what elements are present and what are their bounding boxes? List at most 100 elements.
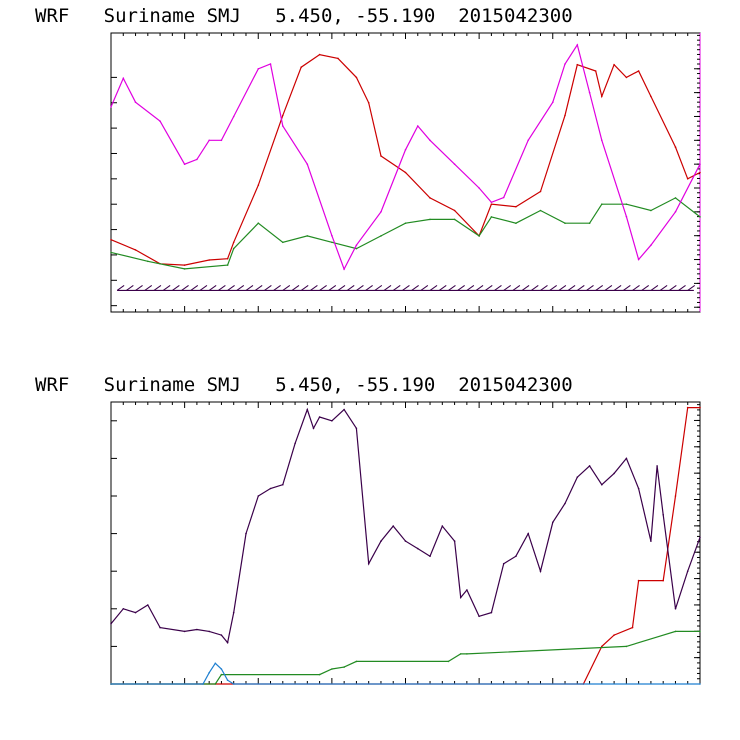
wind-barb (116, 285, 125, 291)
series-point (355, 76, 358, 79)
wind-barb (475, 285, 484, 291)
series-point (318, 673, 321, 676)
series-point (674, 630, 677, 633)
series-point (343, 666, 345, 668)
series-point (147, 260, 149, 263)
wind-barb (669, 285, 677, 291)
wind-barb (337, 285, 346, 291)
top-chart (110, 32, 701, 313)
series-point (392, 525, 395, 527)
series-point (699, 683, 701, 685)
wind-barb (650, 285, 659, 291)
series-point (502, 562, 505, 565)
series-point (650, 95, 652, 98)
series-point (208, 671, 210, 674)
wind-barb (126, 285, 134, 291)
series-point (208, 630, 210, 633)
series-point (515, 222, 517, 224)
series-point (404, 222, 407, 224)
series-point (674, 608, 677, 610)
series-point (226, 679, 229, 681)
wind-barb (218, 285, 226, 291)
series-point (650, 540, 652, 542)
series-point (527, 532, 529, 535)
series-point (613, 634, 615, 636)
series-point (269, 63, 272, 65)
series-point (226, 264, 229, 266)
wind-barb (162, 285, 171, 291)
wind-barb (549, 285, 557, 291)
series-point (282, 241, 284, 244)
wind-barb (623, 285, 631, 291)
series-point (613, 472, 615, 475)
series-point (110, 683, 112, 685)
series-point (527, 139, 529, 142)
series-point (220, 139, 223, 142)
series-point (331, 420, 333, 422)
series-point (588, 222, 591, 224)
wind-barb (466, 285, 475, 291)
series-point (453, 163, 456, 165)
wind-barb (641, 285, 650, 291)
series-point (637, 487, 640, 490)
series-point (699, 163, 701, 165)
series-point (159, 626, 161, 629)
wind-barb (687, 285, 696, 291)
series-point (196, 158, 198, 161)
wind-barb (328, 285, 337, 291)
wind-barb (273, 285, 281, 291)
series-point (134, 101, 137, 103)
wind-barb (595, 285, 603, 291)
series-point (459, 596, 462, 599)
series-point (588, 91, 591, 94)
series-line-2 (110, 197, 701, 270)
wind-barb (245, 285, 254, 291)
series-point (300, 66, 303, 68)
series-point (441, 525, 444, 527)
series-point (686, 570, 689, 572)
series-point (257, 68, 260, 70)
series-point (594, 70, 597, 72)
wind-barb (208, 285, 217, 291)
wind-barb (291, 285, 300, 291)
series-point (699, 216, 701, 218)
series-point (343, 408, 345, 411)
series-point (343, 268, 345, 270)
series-point (337, 57, 339, 60)
wind-barb (346, 285, 355, 291)
series-point (564, 114, 566, 117)
series-point (478, 615, 480, 618)
series-point (674, 197, 677, 199)
series-point (147, 604, 149, 606)
series-point (625, 215, 628, 218)
series-point (453, 540, 456, 542)
series-point (564, 502, 566, 505)
series-point (576, 44, 579, 46)
series-point (466, 653, 468, 655)
wind-barb (319, 285, 327, 291)
series-point (306, 408, 309, 411)
series-point (220, 668, 223, 670)
wind-barb (558, 285, 567, 291)
wind-barb (172, 285, 180, 291)
series-point (429, 218, 431, 221)
wind-barb (613, 285, 622, 291)
series-point (214, 683, 217, 685)
series-point (699, 171, 701, 174)
series-point (159, 120, 161, 122)
series-point (674, 146, 677, 148)
series-point (674, 495, 677, 497)
wind-barb (374, 285, 383, 291)
series-point (453, 209, 456, 212)
wind-barb (632, 285, 640, 291)
series-point (515, 205, 517, 208)
series-point (355, 247, 358, 250)
wind-barb (540, 285, 548, 291)
series-line-1 (111, 407, 700, 685)
series-point (257, 495, 260, 497)
series-point (318, 416, 321, 418)
wind-barb (659, 285, 668, 291)
series-point (282, 483, 284, 486)
wind-barb (586, 285, 594, 291)
